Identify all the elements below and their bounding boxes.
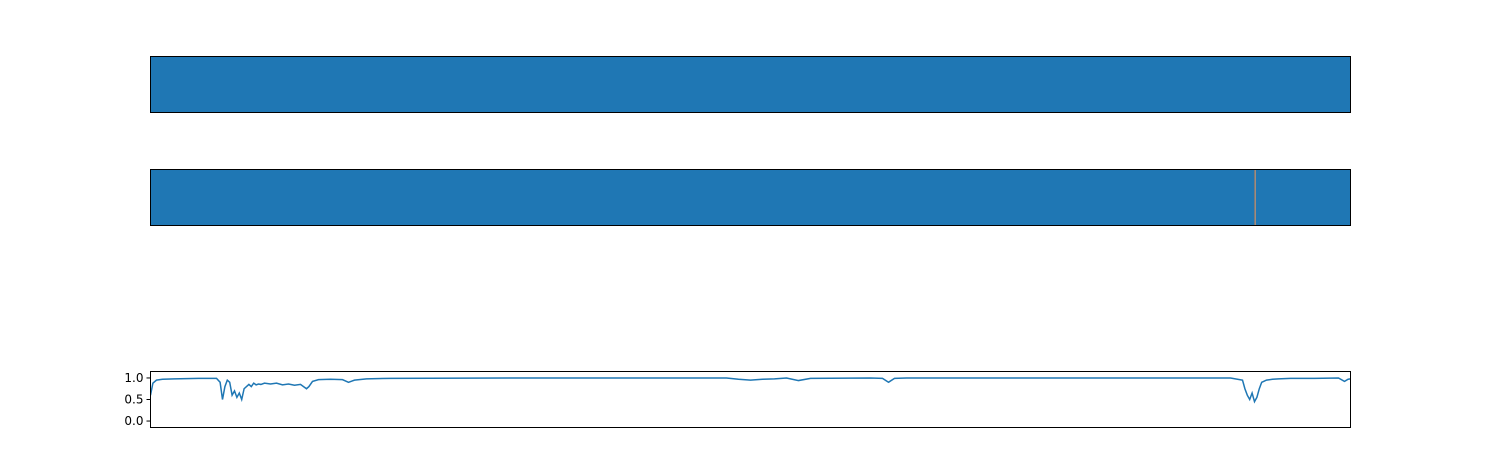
line-plot: 0.0 0.5 1.0 [124, 371, 1351, 428]
label-strip-1-frame [150, 56, 1351, 113]
y-tick-label-1: 0.5 [124, 393, 143, 407]
label-strip-2-segment-0 [150, 169, 1255, 226]
label-strip-1-segment-0 [150, 56, 1351, 113]
probability-series-line [150, 377, 1351, 404]
y-axis-ticks: 0.0 0.5 1.0 [124, 371, 151, 428]
y-tick-label-2: 1.0 [124, 371, 143, 385]
label-strip-2-frame [150, 169, 1351, 226]
label-strip-2-segments [150, 169, 1351, 226]
label-strip-2-segment-1 [1254, 169, 1256, 226]
label-strip-2 [150, 169, 1351, 226]
label-strip-2-segment-2 [1255, 169, 1351, 226]
label-strip-1 [150, 56, 1351, 113]
label-strip-1-segments [150, 56, 1351, 113]
y-tick-label-0: 0.0 [124, 414, 143, 428]
